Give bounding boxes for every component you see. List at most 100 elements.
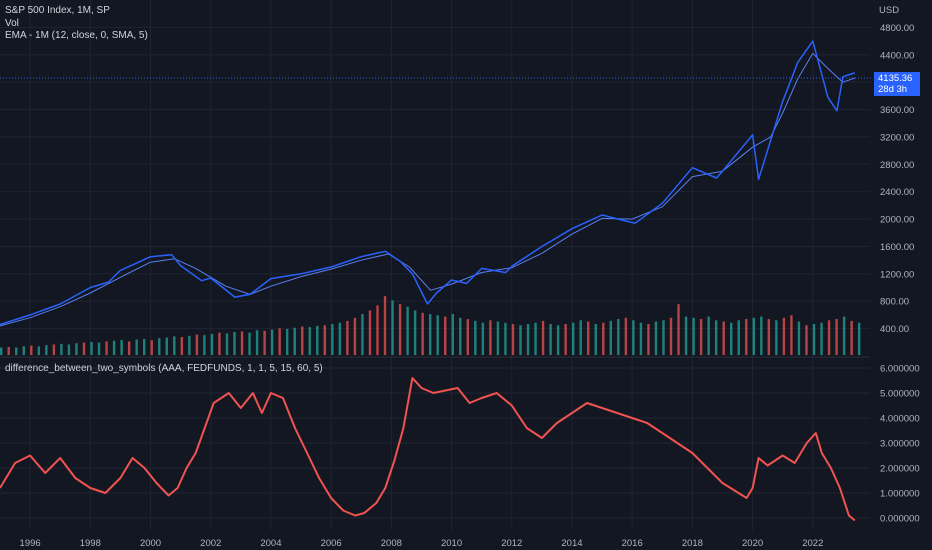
time-tick-label: 2018 [682, 538, 703, 549]
indicator-tick-label: 1.000000 [880, 489, 920, 500]
indicator-tick-label: 4.000000 [880, 414, 920, 425]
volume-bar [7, 346, 10, 355]
indicator-tick-label: 2.000000 [880, 464, 920, 475]
price-tick-label: 3200.00 [880, 132, 914, 143]
volume-bar [90, 341, 93, 355]
time-tick-label: 2012 [501, 538, 522, 549]
volume-bar [684, 316, 688, 355]
volume-bar [158, 338, 161, 355]
volume-bar [173, 336, 176, 355]
volume-bar [30, 345, 33, 355]
volume-bar [466, 319, 470, 355]
volume-bar [730, 322, 733, 355]
volume-bar [203, 335, 206, 355]
volume-bar [112, 340, 116, 355]
time-tick-label: 1996 [20, 538, 41, 549]
volume-bar [594, 324, 597, 355]
volume-bar [617, 319, 620, 355]
volume-bar [745, 319, 748, 355]
currency-label[interactable]: USD [879, 5, 900, 16]
time-axis[interactable]: 1996 1998 2000 2002 2004 2006 2008 2010 2012 2014… [20, 538, 824, 549]
indicator-tick-label: 0.000000 [880, 514, 920, 525]
volume-bar [323, 325, 327, 355]
volume-bar [421, 312, 424, 355]
volume-bar [842, 316, 846, 355]
symbol-legend[interactable]: S&P 500 Index, 1M, SP [5, 5, 110, 16]
volume-bar [278, 328, 281, 355]
volume-bar [391, 300, 394, 355]
volume-bar [564, 324, 567, 355]
volume-bar [647, 324, 650, 355]
bar-countdown: 28d 3h [878, 84, 908, 95]
volume-bar [338, 322, 342, 355]
volume-bar [82, 342, 86, 355]
volume-bar [699, 319, 703, 355]
volume-bar [52, 344, 56, 355]
time-tick-label: 2008 [381, 538, 402, 549]
volume-bar [346, 320, 349, 355]
indicator-chart [0, 377, 856, 522]
volume-bar [775, 320, 778, 355]
volume-bar [609, 320, 613, 355]
volume-bar [406, 306, 409, 355]
volume-bar [180, 337, 184, 355]
volume-bar [15, 347, 18, 355]
volume-bar [353, 317, 357, 355]
price-tick-label: 1200.00 [880, 269, 914, 280]
volume-bar [255, 330, 259, 355]
volume-bar [782, 317, 786, 355]
time-tick-label: 2016 [622, 538, 643, 549]
volume-bar [677, 304, 680, 355]
volume-bar [526, 324, 530, 355]
ema-legend[interactable]: EMA - 1M (12, close, 0, SMA, 5) [5, 30, 148, 41]
volume-bar [376, 305, 379, 355]
price-tick-label: 2400.00 [880, 187, 914, 198]
volume-bar [707, 316, 710, 355]
volume-legend[interactable]: Vol [5, 18, 19, 29]
volume-bar [263, 330, 266, 355]
price-tick-label: 4400.00 [880, 50, 914, 61]
indicator-legend[interactable]: difference_between_two_symbols (AAA, FED… [5, 363, 323, 374]
volume-bar [571, 322, 575, 355]
price-tick-label: 3600.00 [880, 105, 914, 116]
volume-bar [504, 322, 507, 355]
volume-bar [37, 346, 41, 355]
volume-bar [760, 316, 763, 355]
volume-bar [413, 310, 417, 355]
volume-bar [556, 325, 560, 355]
volume-bar [22, 346, 25, 355]
time-tick-label: 2020 [742, 538, 763, 549]
volume-bar [474, 320, 477, 355]
volume-bar [541, 320, 545, 355]
volume-bar [496, 321, 500, 355]
volume-bar [511, 324, 515, 355]
current-price-badge: 4135.36 28d 3h [874, 72, 920, 96]
volume-bar [549, 324, 552, 355]
volume-bar [127, 341, 131, 355]
volume-bar [654, 321, 658, 355]
indicator-tick-label: 6.000000 [880, 364, 920, 375]
time-tick-label: 2000 [140, 538, 161, 549]
current-price-value: 4135.36 [878, 73, 913, 84]
volume-bar [451, 314, 454, 355]
price-axis[interactable]: 4800.004400.004000.003600.003200.002800.… [880, 23, 914, 335]
indicator-axis[interactable]: 6.000000 5.000000 4.000000 3.000000 2.000000… [880, 364, 920, 525]
volume-bar [639, 322, 643, 355]
volume-bar [459, 317, 462, 355]
volume-bar [210, 333, 214, 355]
volume-bar [835, 319, 838, 355]
volume-bar [45, 345, 48, 355]
volume-bar [233, 332, 236, 355]
price-tick-label: 2800.00 [880, 160, 914, 171]
volume-bar [624, 317, 628, 355]
time-tick-label: 2022 [802, 538, 823, 549]
volume-bar [827, 320, 831, 355]
volume-bar [519, 325, 522, 355]
volume-bar [737, 320, 740, 355]
volume-bar [270, 329, 274, 355]
volume-bar [135, 339, 138, 355]
price-tick-label: 800.00 [880, 297, 909, 308]
volume-bar [602, 322, 605, 355]
time-tick-label: 2006 [321, 538, 342, 549]
